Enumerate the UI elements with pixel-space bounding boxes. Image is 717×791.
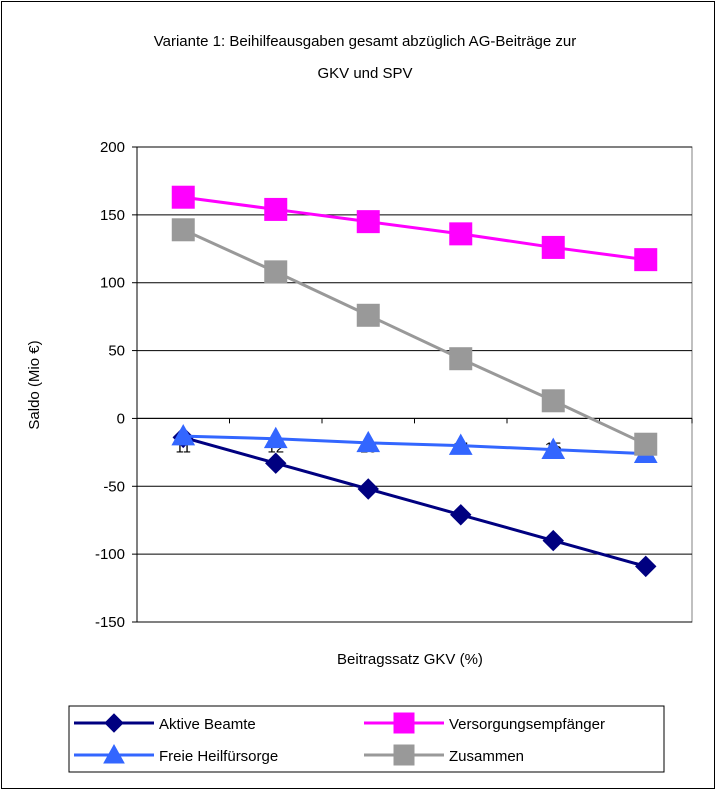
- series-3-point: [264, 260, 288, 284]
- chart-title-line-2: GKV und SPV: [317, 65, 412, 82]
- series-line-0: [182, 435, 647, 568]
- series-0-point: [542, 529, 564, 552]
- y-tick-label: -50: [103, 478, 125, 495]
- legend-marker-2: [103, 743, 125, 764]
- series-line-3: [182, 228, 647, 446]
- y-tick-label: 100: [100, 275, 125, 292]
- series-2-point: [263, 426, 288, 449]
- series-3-point: [171, 218, 195, 242]
- series-3-point: [449, 347, 473, 371]
- y-tick-label: 150: [100, 207, 125, 224]
- series-1-point: [449, 222, 473, 246]
- series-2-point: [541, 437, 566, 459]
- legend-marker-0: [104, 713, 124, 733]
- legend-marker-3: [393, 744, 415, 766]
- series-2-point: [356, 430, 381, 453]
- series-3-point: [541, 389, 565, 413]
- series-3-point: [356, 303, 380, 327]
- y-tick-label: 0: [117, 410, 125, 427]
- series-1-point: [171, 185, 195, 209]
- legend-label-1: Versorgungsempfänger: [449, 716, 605, 733]
- series-0-point: [635, 555, 657, 578]
- y-tick-label: -150: [95, 614, 125, 631]
- plot-area: -150-100-50050100150200111213141516: [95, 139, 693, 631]
- series-line-1: [183, 195, 646, 262]
- y-axis-title: Saldo (Mio €): [26, 340, 43, 429]
- series-2-point: [171, 424, 196, 446]
- legend-label-3: Zusammen: [449, 748, 524, 765]
- series-1-point: [264, 197, 288, 221]
- legend-label-0: Aktive Beamte: [159, 716, 256, 733]
- chart-title-line-1: Variante 1: Beihilfeausgaben gesamt abzü…: [154, 33, 576, 50]
- y-tick-label: 50: [108, 343, 125, 360]
- series-line-2: [183, 434, 646, 456]
- series-2-point: [448, 433, 473, 455]
- plot-border: [136, 146, 693, 623]
- series-0-point: [357, 478, 379, 500]
- y-tick-label: 200: [100, 139, 125, 156]
- series-1-point: [541, 235, 565, 259]
- legend-box: [68, 705, 665, 773]
- legend: Aktive Beamte Versorgungsempfänger Freie H…: [68, 705, 665, 773]
- series-1-point: [356, 210, 380, 234]
- x-axis-title: Beitragssatz GKV (%): [337, 651, 483, 668]
- series-1-point: [634, 248, 658, 272]
- series-0-point: [450, 504, 472, 526]
- y-tick-label: -100: [95, 546, 125, 563]
- series-0-point: [265, 452, 287, 474]
- series-3-point: [634, 432, 658, 456]
- legend-label-2: Freie Heilfürsorge: [159, 748, 278, 765]
- legend-marker-1: [393, 712, 415, 734]
